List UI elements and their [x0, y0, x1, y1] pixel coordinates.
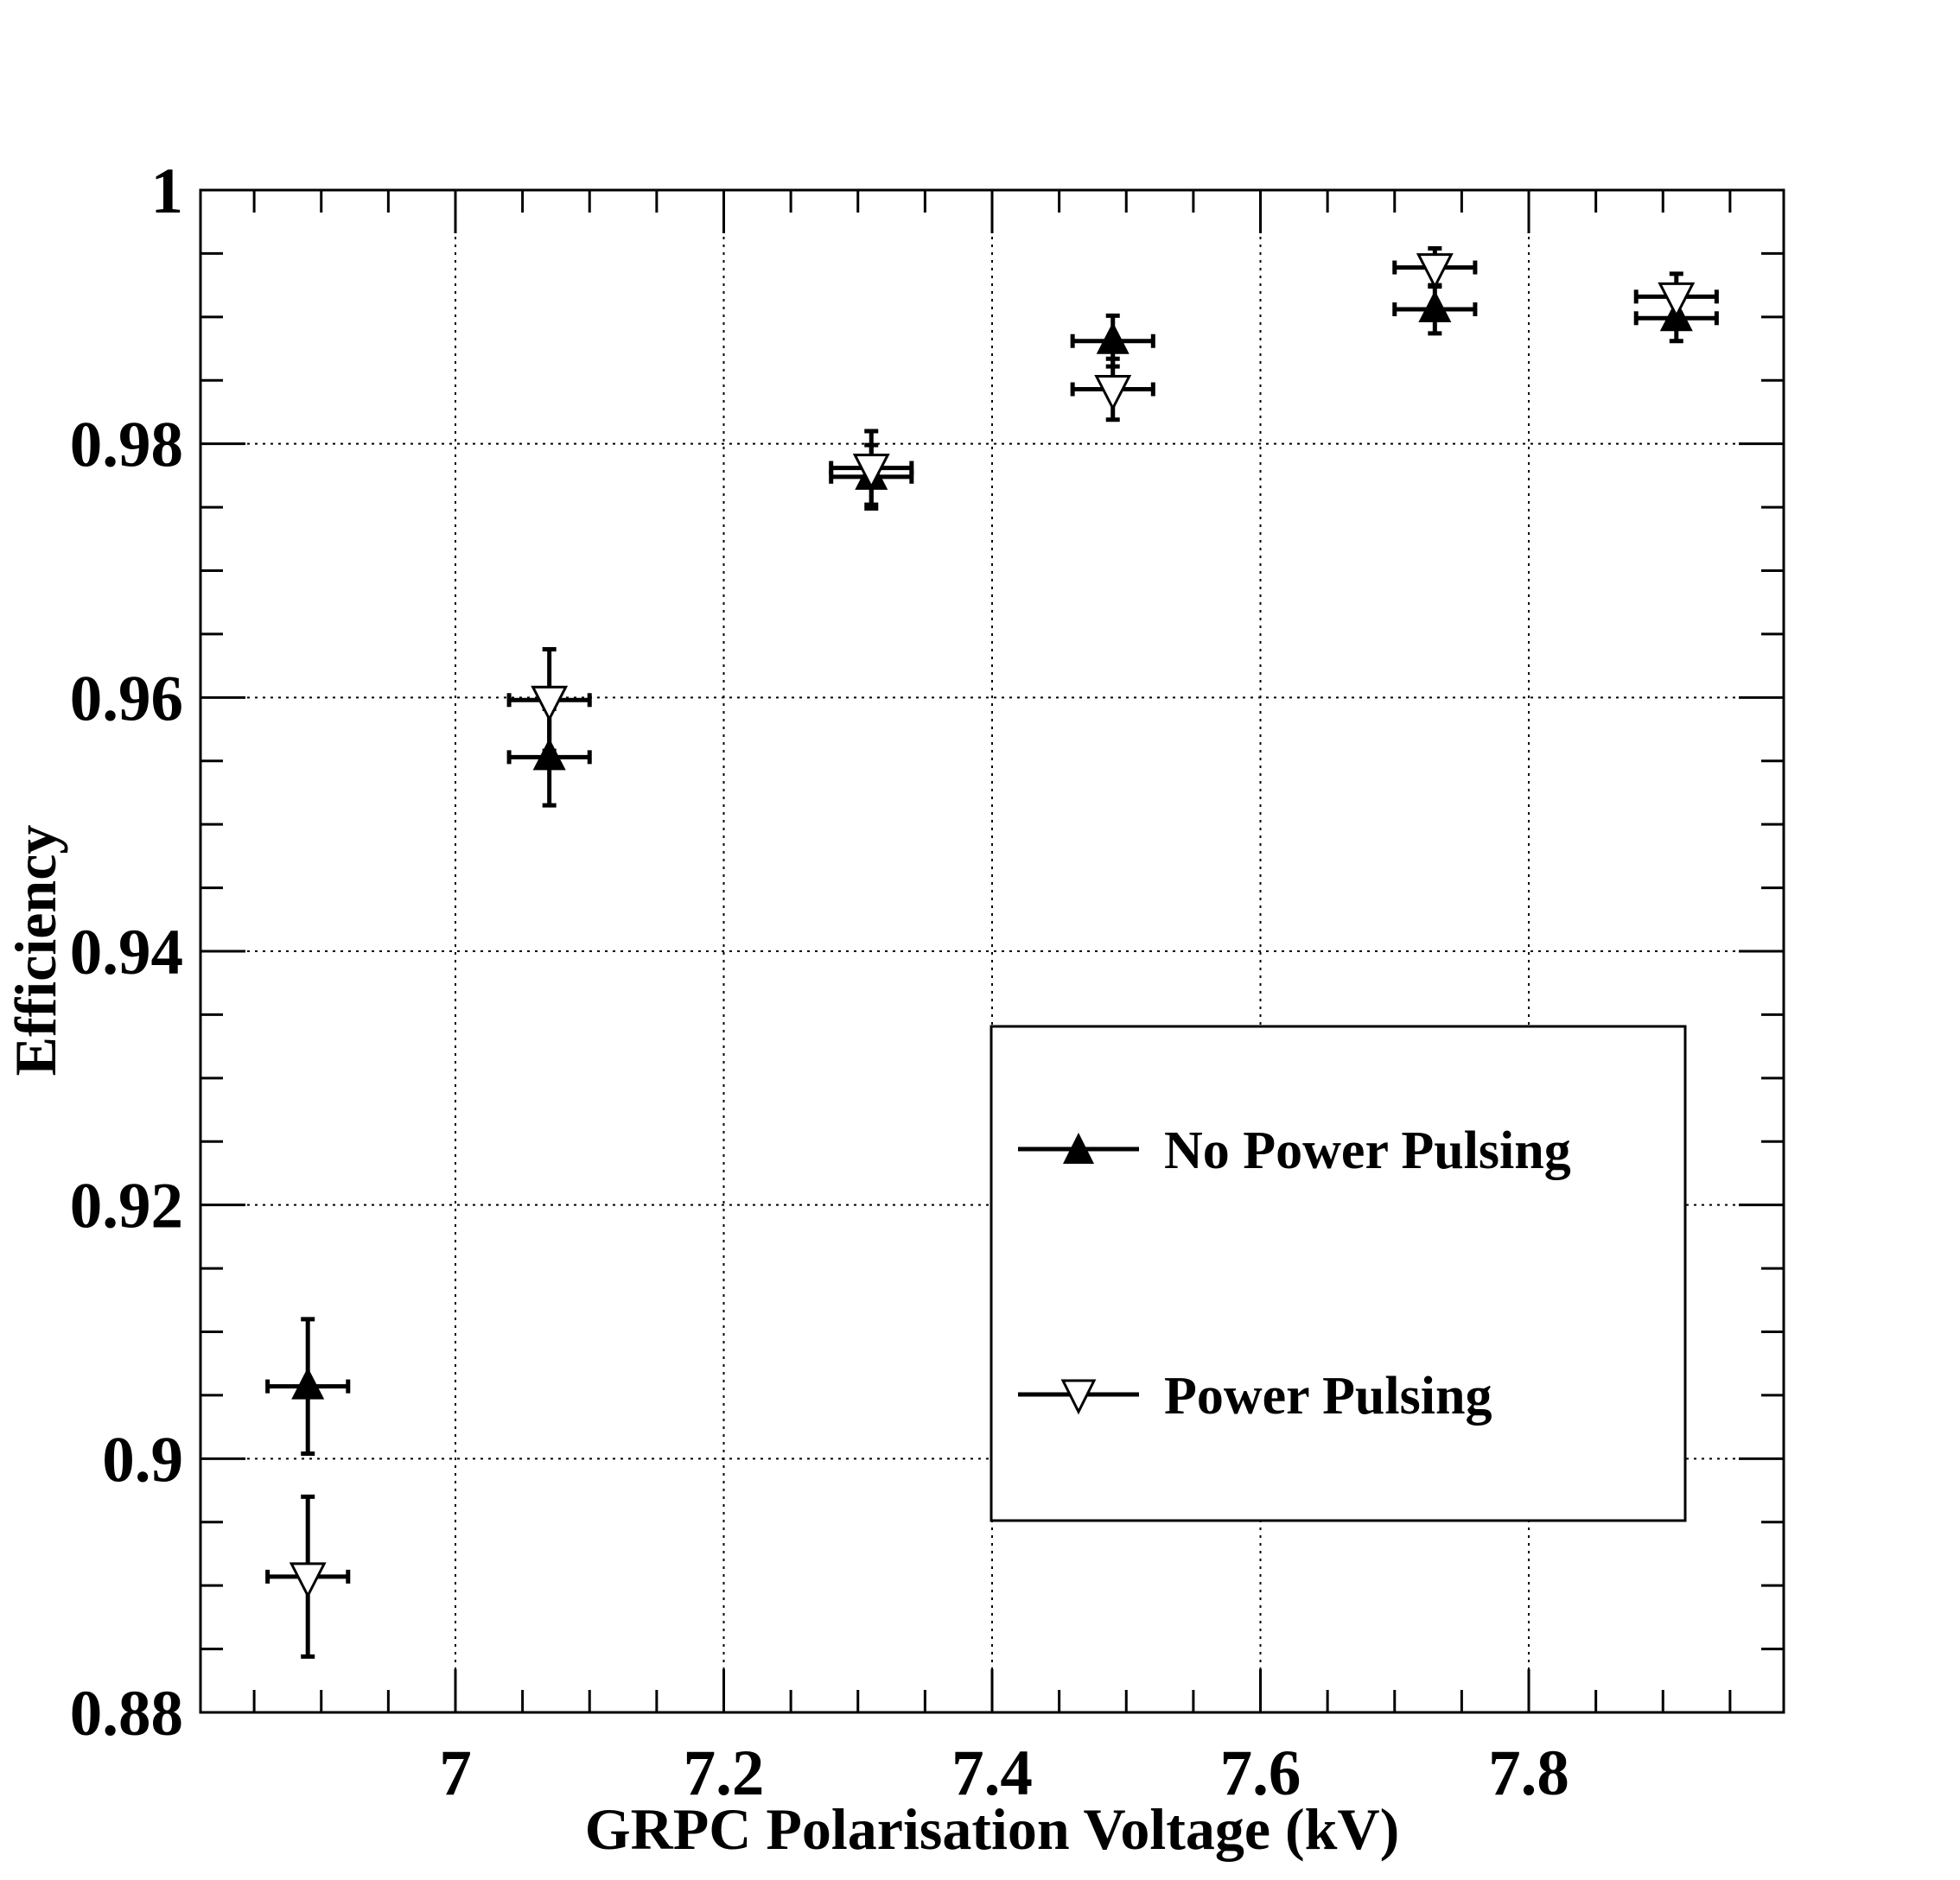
marker-triangle-down — [289, 1562, 327, 1599]
legend-label-no-power-pulsing: No Power Pulsing — [1164, 1121, 1571, 1180]
legend-marker-triangle-down — [1060, 1379, 1097, 1415]
x-tick-label: 7 — [439, 1737, 472, 1809]
marker-triangle-up — [532, 738, 566, 771]
y-tick-label: 0.88 — [70, 1678, 183, 1750]
y-tick-label: 0.96 — [70, 663, 183, 734]
data-point — [1070, 356, 1155, 422]
marker-triangle-down — [531, 685, 569, 722]
x-tick-label: 7.4 — [951, 1737, 1033, 1809]
x-tick-label: 7.8 — [1488, 1737, 1569, 1809]
y-axis-title: Efficiency — [3, 825, 68, 1077]
data-point — [829, 429, 914, 507]
marker-triangle-down — [1416, 253, 1454, 289]
marker-triangle-up — [1418, 290, 1452, 323]
series-power-pulsing — [265, 246, 1719, 1659]
legend-marker-triangle-up — [1063, 1133, 1094, 1164]
legend-box — [990, 1025, 1687, 1522]
plot-frame — [199, 188, 1785, 1714]
x-tick-label: 7.6 — [1220, 1737, 1301, 1809]
x-tick-label: 7.2 — [684, 1737, 765, 1809]
data-point — [1633, 271, 1719, 322]
data-point — [506, 647, 592, 753]
y-tick-label: 0.9 — [102, 1424, 183, 1496]
series-no-power-pulsing — [265, 283, 1719, 1456]
y-tick-label: 0.94 — [70, 917, 183, 988]
marker-triangle-down — [1658, 282, 1696, 319]
y-tick-label: 0.98 — [70, 410, 183, 481]
y-tick-label: 1 — [151, 156, 184, 227]
marker-triangle-up — [291, 1367, 325, 1400]
marker-triangle-up — [1096, 321, 1130, 354]
x-axis-title: GRPC Polarisation Voltage (kV) — [585, 1796, 1400, 1862]
data-series — [265, 246, 1719, 1659]
data-point — [1392, 283, 1478, 336]
data-point — [265, 1494, 351, 1659]
legend-label-power-pulsing: Power Pulsing — [1164, 1367, 1492, 1426]
data-point — [265, 1317, 351, 1456]
data-point — [1392, 246, 1478, 289]
marker-triangle-down — [1094, 375, 1132, 411]
legend: No Power Pulsing Power Pulsing — [990, 1025, 1687, 1522]
tick-labels: 7 7.2 7.4 7.6 7.8 0.88 0.9 0.92 0.94 0.96 0.98 1 — [70, 156, 1569, 1809]
y-tick-label: 0.92 — [70, 1171, 183, 1242]
marker-triangle-down — [852, 454, 890, 490]
